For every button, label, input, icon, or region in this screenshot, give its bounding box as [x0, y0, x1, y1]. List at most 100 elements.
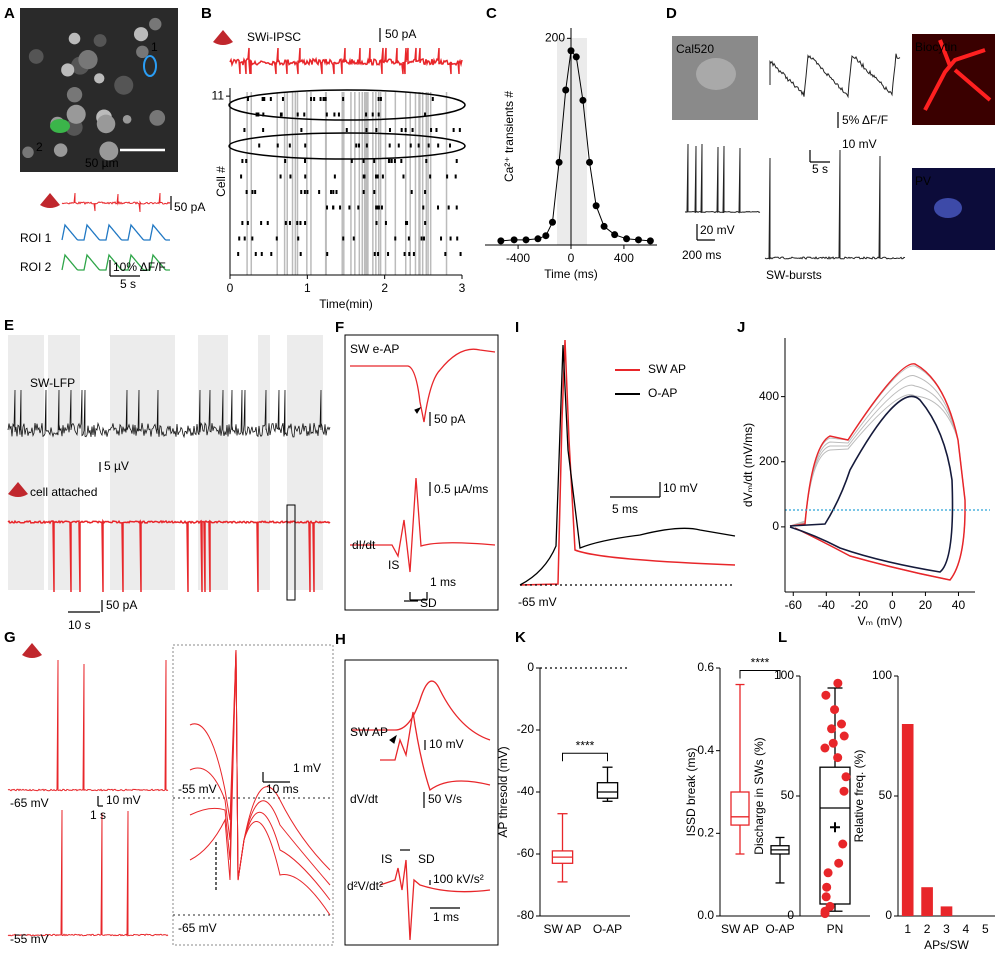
- annotation: 1 ms: [433, 910, 459, 924]
- x-tick-label: 5: [982, 922, 989, 936]
- annotation: 10 mV: [106, 793, 141, 807]
- panel-label: B: [201, 5, 212, 22]
- box: [819, 766, 851, 905]
- y-tick-label: 11: [212, 88, 225, 102]
- trace: [764, 149, 906, 260]
- spike-tick: [281, 97, 284, 101]
- annotation: 5 µV: [104, 459, 129, 473]
- y-tick-label: 50: [879, 788, 893, 802]
- annotation: SW AP: [350, 725, 388, 739]
- data-point: [833, 753, 843, 763]
- y-tick-label: 0.2: [697, 826, 714, 840]
- spike-tick: [407, 236, 410, 241]
- annotation: -65 mV: [518, 595, 557, 609]
- cell: [28, 49, 44, 64]
- x-tick-label: 40: [952, 598, 966, 612]
- spike-tick: [424, 112, 427, 117]
- y-axis-label: ISSD break (ms): [684, 748, 698, 837]
- spike-tick: [447, 205, 450, 210]
- x-tick-label: 1: [904, 922, 911, 936]
- trace: [189, 649, 331, 901]
- x-tick-label: 3: [459, 281, 466, 295]
- spike-tick: [270, 252, 273, 256]
- spike-tick: [313, 97, 316, 101]
- trace: [789, 394, 966, 581]
- spike-tick: [362, 159, 365, 163]
- cell: [53, 143, 68, 157]
- x-tick-label: 3: [943, 922, 950, 936]
- panel-label: D: [666, 5, 677, 22]
- data-point: [567, 47, 575, 55]
- x-axis-label: Vₘ (mV): [858, 614, 903, 628]
- x-tick-label: 20: [919, 598, 933, 612]
- spike-tick: [424, 190, 427, 194]
- spike-tick: [254, 252, 257, 256]
- x-tick-label: SW AP: [543, 922, 581, 936]
- spike-tick: [251, 190, 254, 194]
- y-tick-label: 100: [872, 668, 892, 682]
- spike-tick: [446, 174, 449, 179]
- cell: [923, 39, 992, 111]
- trace: [7, 659, 169, 792]
- spike-tick: [310, 97, 313, 101]
- spike-tick: [326, 205, 329, 210]
- trace: [789, 363, 966, 581]
- spike-tick: [375, 174, 378, 179]
- data-point: [838, 839, 848, 849]
- spike-tick: [289, 174, 292, 179]
- neuron-icon: [8, 482, 28, 497]
- data-point: [830, 705, 840, 715]
- spike-tick: [390, 159, 393, 163]
- data-point: [572, 53, 580, 61]
- spike-tick: [284, 159, 287, 163]
- annotation: 200 ms: [682, 248, 721, 262]
- spike-tick: [245, 190, 248, 194]
- panel-label: J: [737, 319, 745, 336]
- spike-tick: [279, 174, 282, 179]
- annotation: 10 mV: [842, 137, 877, 151]
- annotation: 100 kV/s²: [433, 872, 484, 886]
- spike-tick: [440, 236, 443, 241]
- calcium-trace: [769, 53, 901, 99]
- y-tick-label: -40: [517, 784, 535, 798]
- spike-tick: [241, 221, 244, 225]
- data-point: [497, 237, 505, 245]
- annotation: ROI 1: [20, 231, 52, 245]
- cell: [122, 114, 132, 124]
- annotation: -55 mV: [178, 782, 217, 796]
- inset-box: [172, 644, 334, 946]
- x-tick-label: PN: [827, 922, 844, 936]
- spike-tick: [322, 97, 325, 101]
- x-tick-label: 1: [304, 281, 311, 295]
- trace: [789, 384, 966, 581]
- spike-tick: [448, 143, 451, 148]
- spike-tick: [266, 221, 269, 225]
- spike-tick: [400, 128, 403, 132]
- cell: [136, 45, 149, 59]
- spike-tick: [425, 159, 428, 163]
- spike-tick: [333, 174, 336, 179]
- spike-tick: [348, 205, 351, 210]
- x-tick-label: -20: [851, 598, 869, 612]
- inset-marker: [286, 504, 296, 601]
- spike-tick: [420, 236, 423, 241]
- bar: [921, 887, 933, 916]
- data-point: [646, 237, 654, 245]
- data-point: [841, 772, 851, 782]
- annotation: SW e-AP: [350, 342, 399, 356]
- spike-tick: [275, 236, 278, 241]
- spike-tick: [404, 128, 407, 132]
- annotation: 10 mV: [663, 481, 698, 495]
- x-tick-label: -60: [785, 598, 803, 612]
- spike-tick: [427, 143, 430, 148]
- shade: [8, 335, 44, 590]
- spike-tick: [402, 174, 405, 179]
- x-tick-label: SW AP: [721, 922, 759, 936]
- spike-tick: [276, 143, 279, 148]
- spike-tick: [437, 143, 440, 148]
- spike-tick: [318, 190, 321, 194]
- cell: [96, 114, 116, 134]
- arrowhead: [414, 406, 422, 414]
- annotation: 1 mV: [293, 761, 321, 775]
- cell: [149, 17, 162, 31]
